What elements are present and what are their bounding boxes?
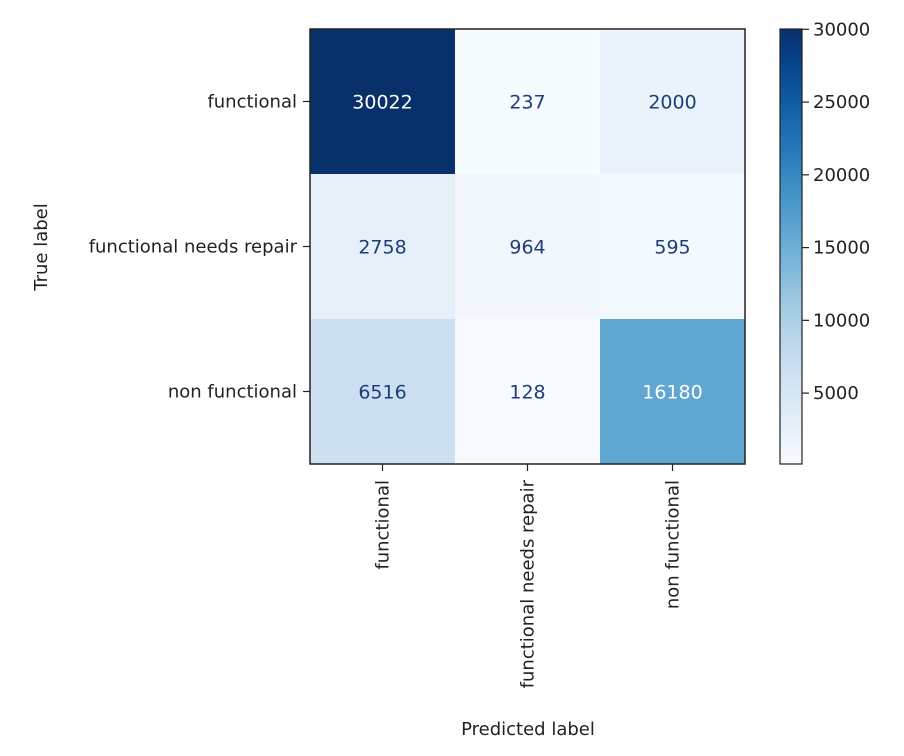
heatmap-cell (455, 29, 601, 175)
y-tick-label: functional (207, 92, 297, 113)
colorbar-ticks: 5000 10000 15000 20000 25000 30000 (802, 19, 870, 404)
heatmap-cell (600, 29, 746, 175)
y-tick-label: functional needs repair (89, 237, 298, 258)
colorbar (779, 28, 803, 465)
cell-value-label: 6516 (358, 382, 406, 404)
cell-value-label: 237 (509, 92, 545, 114)
cell-value-label: 16180 (642, 382, 702, 404)
y-axis-ticks: functional functional needs repair non fun… (89, 92, 310, 403)
heatmap-cells: 30022 237 2000 2758 964 595 6516 128 16180 (310, 29, 746, 465)
cell-value-label: 128 (509, 382, 545, 404)
colorbar-tick-label: 30000 (813, 19, 870, 40)
x-tick-label: functional needs repair (518, 479, 539, 688)
x-tick-label: non functional (663, 480, 684, 609)
cell-value-label: 595 (654, 237, 690, 259)
colorbar-tick-label: 20000 (813, 165, 870, 186)
y-tick-label: non functional (168, 382, 297, 403)
colorbar-tick-label: 25000 (813, 92, 870, 113)
x-axis-title: Predicted label (461, 719, 595, 740)
heatmap-cell (455, 319, 601, 465)
cell-value-label: 2000 (648, 92, 696, 114)
cell-value-label: 30022 (352, 92, 412, 114)
colorbar-tick-label: 15000 (813, 238, 870, 259)
x-axis-ticks: functional functional needs repair non fun… (373, 464, 684, 688)
cell-value-label: 2758 (358, 237, 406, 259)
heatmap-cell (600, 174, 746, 320)
y-axis-title: True label (31, 203, 52, 292)
colorbar-tick-label: 10000 (813, 310, 870, 331)
cell-value-label: 964 (509, 237, 545, 259)
x-tick-label: functional (373, 480, 394, 570)
colorbar-tick-label: 5000 (813, 383, 859, 404)
heatmap-cell (310, 319, 456, 465)
heatmap-cell (310, 174, 456, 320)
heatmap-cell (310, 29, 456, 175)
heatmap-cell (455, 174, 601, 320)
heatmap-cell (600, 319, 746, 465)
